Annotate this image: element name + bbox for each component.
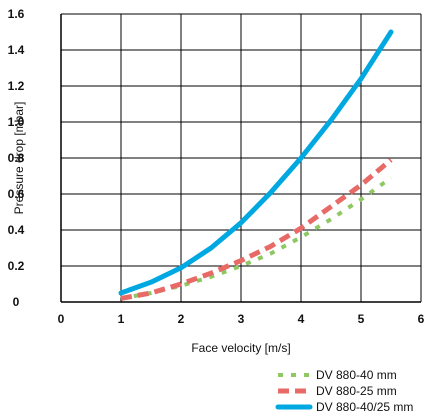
y-tick-label: 0.4 <box>8 223 25 237</box>
legend: DV 880-40 mm DV 880-25 mm DV 880-40/25 mm <box>275 368 413 414</box>
y-tick-label: 1.0 <box>8 115 25 129</box>
x-axis-title: Face velocity [m/s] <box>191 341 290 355</box>
y-tick-label: 1.2 <box>8 79 25 93</box>
grid <box>60 13 422 303</box>
y-tick-label: 0.8 <box>8 151 25 165</box>
series-lines <box>118 29 394 301</box>
series-line-3 <box>118 29 394 296</box>
y-tick-label: 0.2 <box>8 259 25 273</box>
x-tick-labels: 0 1 2 3 4 5 6 <box>58 312 425 326</box>
y-axis-title: Pressure drop [mbar] <box>12 102 26 215</box>
x-tick-label: 4 <box>298 312 305 326</box>
legend-label-3: DV 880-40/25 mm <box>316 400 413 414</box>
series-line-2 <box>120 157 393 301</box>
x-tick-label: 0 <box>58 312 65 326</box>
y-tick-labels: 0 0.2 0.4 0.6 0.8 1.0 1.2 1.4 1.6 <box>8 7 25 309</box>
x-tick-label: 5 <box>358 312 365 326</box>
y-tick-label: 1.6 <box>8 7 25 21</box>
series-line-1 <box>120 176 393 301</box>
legend-label-2: DV 880-25 mm <box>316 384 397 398</box>
x-tick-label: 1 <box>118 312 125 326</box>
x-tick-label: 3 <box>238 312 245 326</box>
x-tick-label: 2 <box>178 312 185 326</box>
legend-label-1: DV 880-40 mm <box>316 368 397 382</box>
x-tick-label: 6 <box>418 312 425 326</box>
y-tick-label: 1.4 <box>8 43 25 57</box>
y-tick-label: 0.6 <box>8 187 25 201</box>
y-tick-label: 0 <box>13 295 20 309</box>
